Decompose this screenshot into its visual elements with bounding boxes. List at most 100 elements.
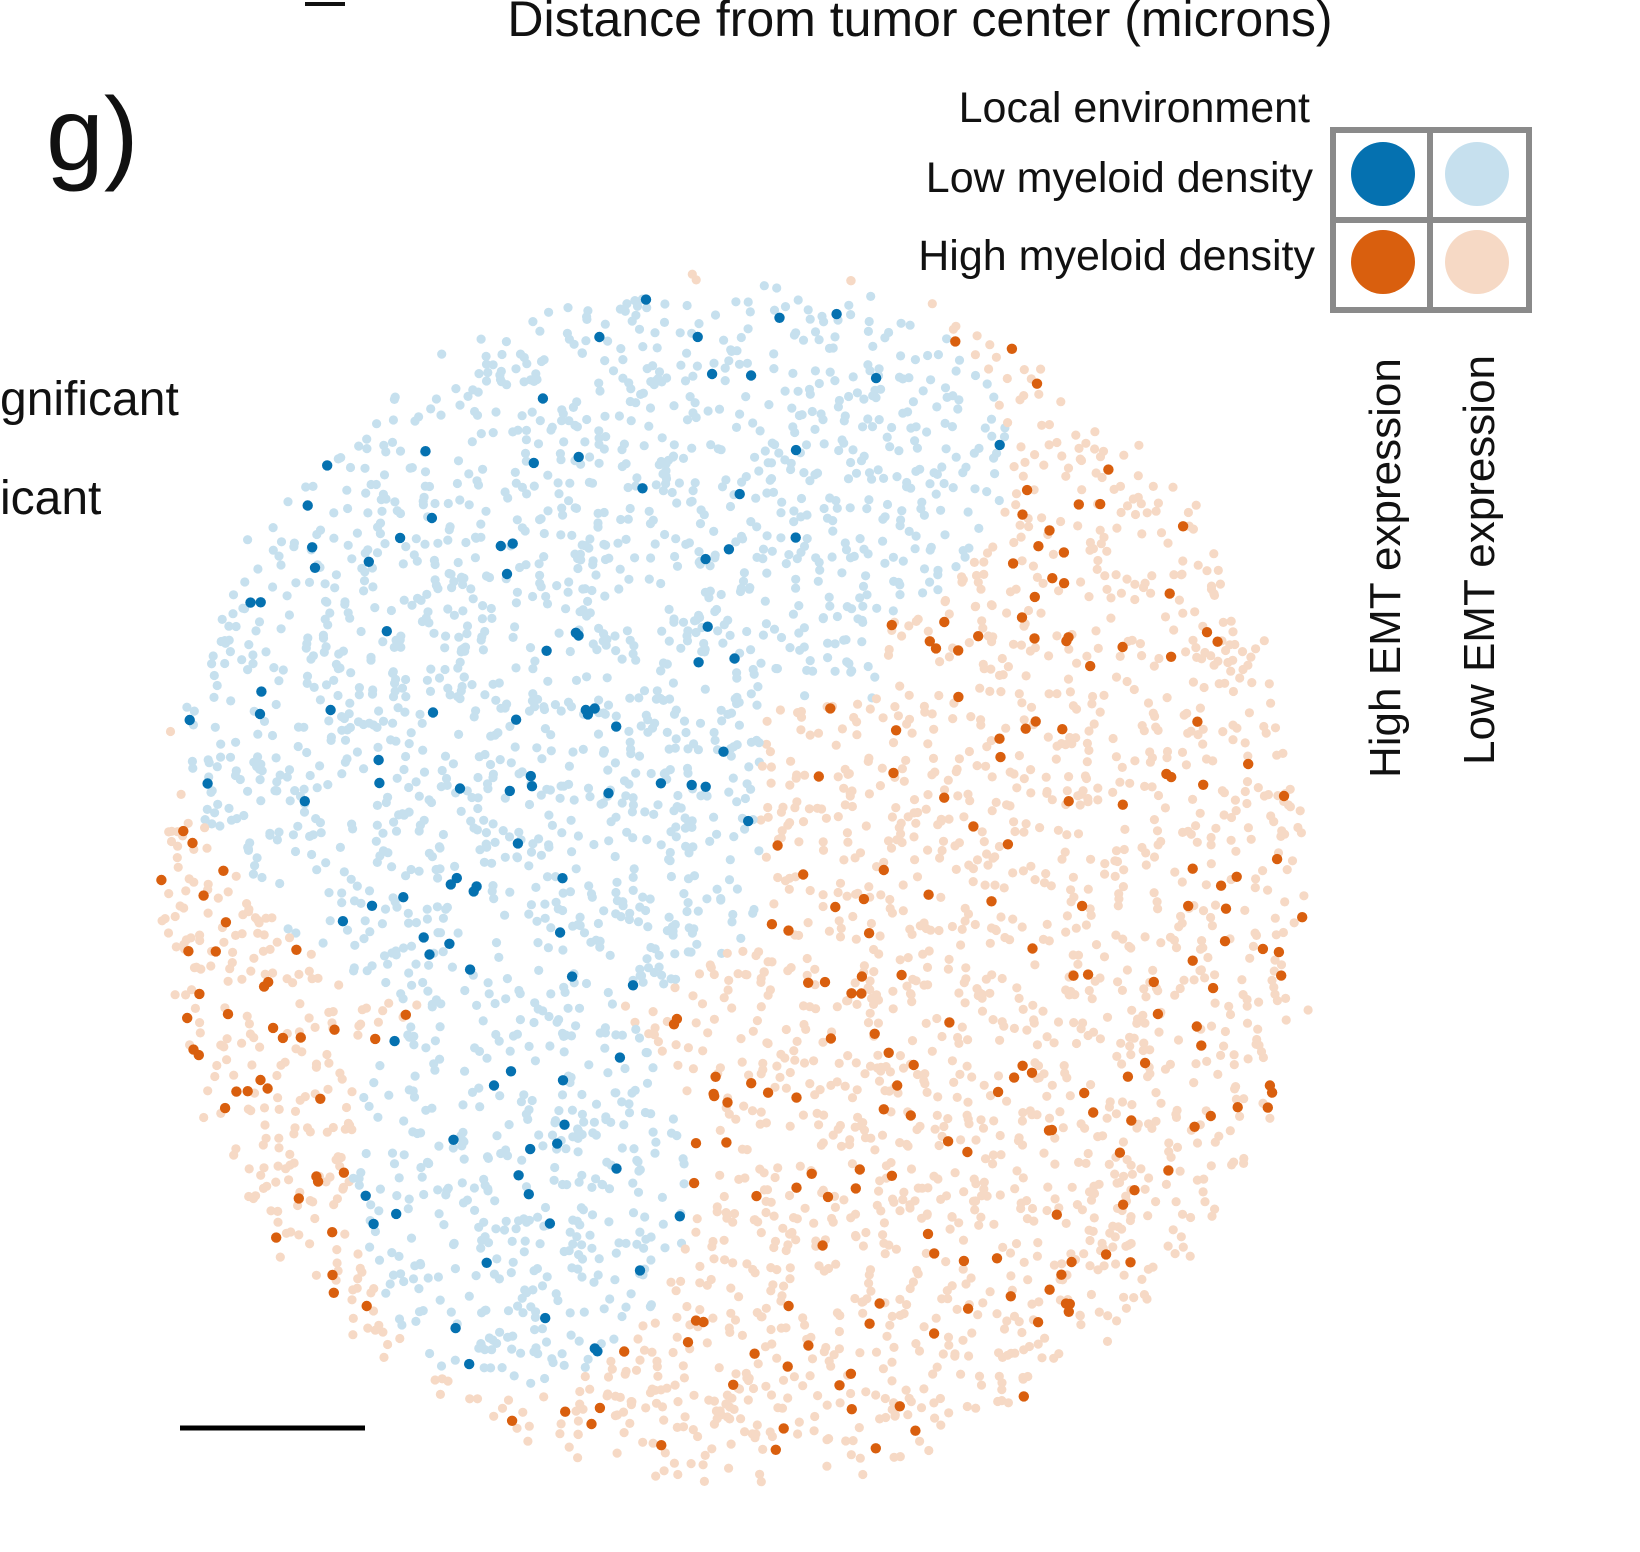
scatter-point-high-myeloid-low-emt — [1017, 556, 1027, 566]
scatter-point-low-myeloid-low-emt — [634, 324, 645, 334]
scatter-point-low-myeloid-low-emt — [929, 468, 939, 478]
scatter-point-high-myeloid-low-emt — [895, 1138, 905, 1148]
scatter-point-low-myeloid-low-emt — [424, 960, 434, 970]
scatter-point-high-myeloid-high-emt — [187, 837, 198, 849]
scatter-point-high-myeloid-low-emt — [620, 1001, 631, 1011]
scatter-point-low-myeloid-low-emt — [852, 388, 863, 398]
scatter-point-high-myeloid-low-emt — [866, 1133, 876, 1143]
scatter-point-high-myeloid-low-emt — [206, 961, 216, 971]
scatter-point-low-myeloid-low-emt — [539, 528, 549, 539]
scatter-point-low-myeloid-low-emt — [599, 1304, 609, 1314]
scatter-point-low-myeloid-low-emt — [767, 546, 777, 556]
scatter-point-high-myeloid-low-emt — [1228, 735, 1238, 745]
scatter-point-low-myeloid-low-emt — [591, 570, 601, 580]
scatter-point-high-myeloid-low-emt — [798, 1001, 809, 1011]
scatter-point-low-myeloid-low-emt — [469, 712, 479, 722]
scatter-point-low-myeloid-high-emt — [245, 597, 256, 608]
scatter-point-high-myeloid-low-emt — [1099, 690, 1109, 701]
scatter-point-high-myeloid-low-emt — [880, 1249, 890, 1259]
scatter-point-low-myeloid-low-emt — [453, 456, 464, 466]
scatter-point-low-myeloid-low-emt — [643, 922, 653, 932]
scatter-point-high-myeloid-low-emt — [334, 980, 344, 990]
scatter-point-low-myeloid-low-emt — [690, 616, 700, 626]
scatter-point-high-myeloid-low-emt — [1052, 741, 1062, 751]
scatter-point-low-myeloid-low-emt — [265, 828, 275, 838]
scatter-point-low-myeloid-low-emt — [433, 1272, 443, 1282]
scatter-point-low-myeloid-low-emt — [329, 533, 339, 543]
scatter-point-low-myeloid-high-emt — [512, 838, 524, 849]
scatter-point-low-myeloid-low-emt — [319, 647, 329, 657]
scatter-point-low-myeloid-low-emt — [573, 1126, 584, 1136]
scatter-point-low-myeloid-low-emt — [261, 647, 271, 657]
scatter-point-high-myeloid-low-emt — [757, 761, 768, 771]
scatter-point-high-myeloid-low-emt — [937, 1294, 947, 1304]
scatter-point-low-myeloid-low-emt — [607, 999, 618, 1009]
scatter-point-high-myeloid-high-emt — [1100, 1249, 1112, 1260]
scatter-point-low-myeloid-low-emt — [554, 489, 564, 499]
scatter-point-high-myeloid-low-emt — [1130, 509, 1141, 520]
scatter-point-high-myeloid-low-emt — [1200, 647, 1210, 658]
scatter-point-low-myeloid-low-emt — [556, 781, 566, 791]
scatter-point-low-myeloid-low-emt — [845, 503, 855, 513]
scatter-point-high-myeloid-low-emt — [772, 1353, 782, 1363]
scatter-point-low-myeloid-low-emt — [986, 414, 997, 424]
scatter-point-high-myeloid-low-emt — [210, 1071, 220, 1082]
scatter-point-low-myeloid-low-emt — [403, 1204, 413, 1214]
scatter-point-high-myeloid-low-emt — [878, 1230, 888, 1240]
scatter-point-high-myeloid-low-emt — [1116, 1038, 1126, 1048]
scatter-point-low-myeloid-low-emt — [669, 401, 679, 411]
scatter-point-high-myeloid-low-emt — [1019, 365, 1029, 375]
scatter-point-high-myeloid-low-emt — [1069, 1018, 1079, 1028]
scatter-point-high-myeloid-low-emt — [1239, 1153, 1249, 1164]
scatter-point-low-myeloid-low-emt — [638, 977, 648, 987]
scatter-point-high-myeloid-low-emt — [792, 1214, 802, 1224]
scatter-point-high-myeloid-high-emt — [1166, 771, 1177, 783]
scatter-point-low-myeloid-low-emt — [536, 850, 547, 860]
scatter-point-low-myeloid-high-emt — [790, 532, 801, 543]
scatter-point-high-myeloid-low-emt — [688, 1064, 699, 1074]
scatter-point-low-myeloid-low-emt — [617, 1097, 627, 1107]
scatter-point-high-myeloid-low-emt — [1028, 561, 1038, 571]
scatter-point-high-myeloid-low-emt — [171, 942, 181, 952]
scatter-point-high-myeloid-low-emt — [1056, 397, 1066, 407]
scatter-point-low-myeloid-low-emt — [394, 810, 404, 820]
scatter-point-high-myeloid-low-emt — [657, 1046, 667, 1056]
scatter-point-low-myeloid-low-emt — [736, 332, 746, 343]
scatter-point-low-myeloid-low-emt — [730, 694, 740, 704]
scatter-point-low-myeloid-low-emt — [274, 827, 284, 837]
scatter-point-low-myeloid-low-emt — [749, 669, 759, 679]
scatter-point-low-myeloid-low-emt — [828, 526, 838, 536]
scatter-point-low-myeloid-low-emt — [466, 584, 476, 594]
scatter-point-high-myeloid-low-emt — [805, 1371, 815, 1381]
scatter-point-high-myeloid-low-emt — [1087, 994, 1097, 1004]
scatter-point-high-myeloid-low-emt — [748, 1264, 758, 1275]
scatter-point-low-myeloid-low-emt — [713, 444, 723, 454]
scatter-point-low-myeloid-low-emt — [832, 611, 843, 622]
scatter-point-high-myeloid-low-emt — [963, 1097, 973, 1107]
scatter-point-high-myeloid-low-emt — [1082, 757, 1092, 767]
scatter-point-high-myeloid-low-emt — [631, 1365, 642, 1375]
scatter-point-high-myeloid-low-emt — [1177, 569, 1187, 579]
scatter-point-high-myeloid-low-emt — [1156, 836, 1166, 847]
scatter-point-high-myeloid-low-emt — [295, 1095, 305, 1105]
scatter-point-high-myeloid-low-emt — [170, 911, 180, 922]
scatter-point-low-myeloid-low-emt — [330, 583, 340, 593]
scatter-point-high-myeloid-low-emt — [756, 1477, 766, 1487]
scatter-point-high-myeloid-low-emt — [1055, 1107, 1065, 1117]
scatter-point-high-myeloid-low-emt — [1003, 418, 1013, 428]
scatter-point-high-myeloid-low-emt — [1072, 658, 1082, 668]
scatter-point-high-myeloid-low-emt — [850, 1293, 860, 1304]
scatter-point-high-myeloid-low-emt — [864, 882, 874, 892]
scatter-point-low-myeloid-low-emt — [611, 1248, 621, 1258]
scatter-point-low-myeloid-low-emt — [567, 530, 577, 541]
scatter-point-high-myeloid-low-emt — [1014, 751, 1024, 761]
scatter-point-high-myeloid-low-emt — [695, 1278, 705, 1288]
scatter-point-high-myeloid-low-emt — [1231, 846, 1241, 856]
scatter-point-high-myeloid-low-emt — [273, 1206, 283, 1216]
scatter-point-high-myeloid-low-emt — [945, 1224, 955, 1234]
scatter-point-high-myeloid-low-emt — [959, 1187, 969, 1197]
scatter-point-low-myeloid-low-emt — [401, 692, 411, 702]
scatter-point-low-myeloid-low-emt — [776, 508, 786, 518]
scatter-point-high-myeloid-low-emt — [1150, 711, 1160, 722]
scatter-point-low-myeloid-low-emt — [908, 397, 919, 407]
